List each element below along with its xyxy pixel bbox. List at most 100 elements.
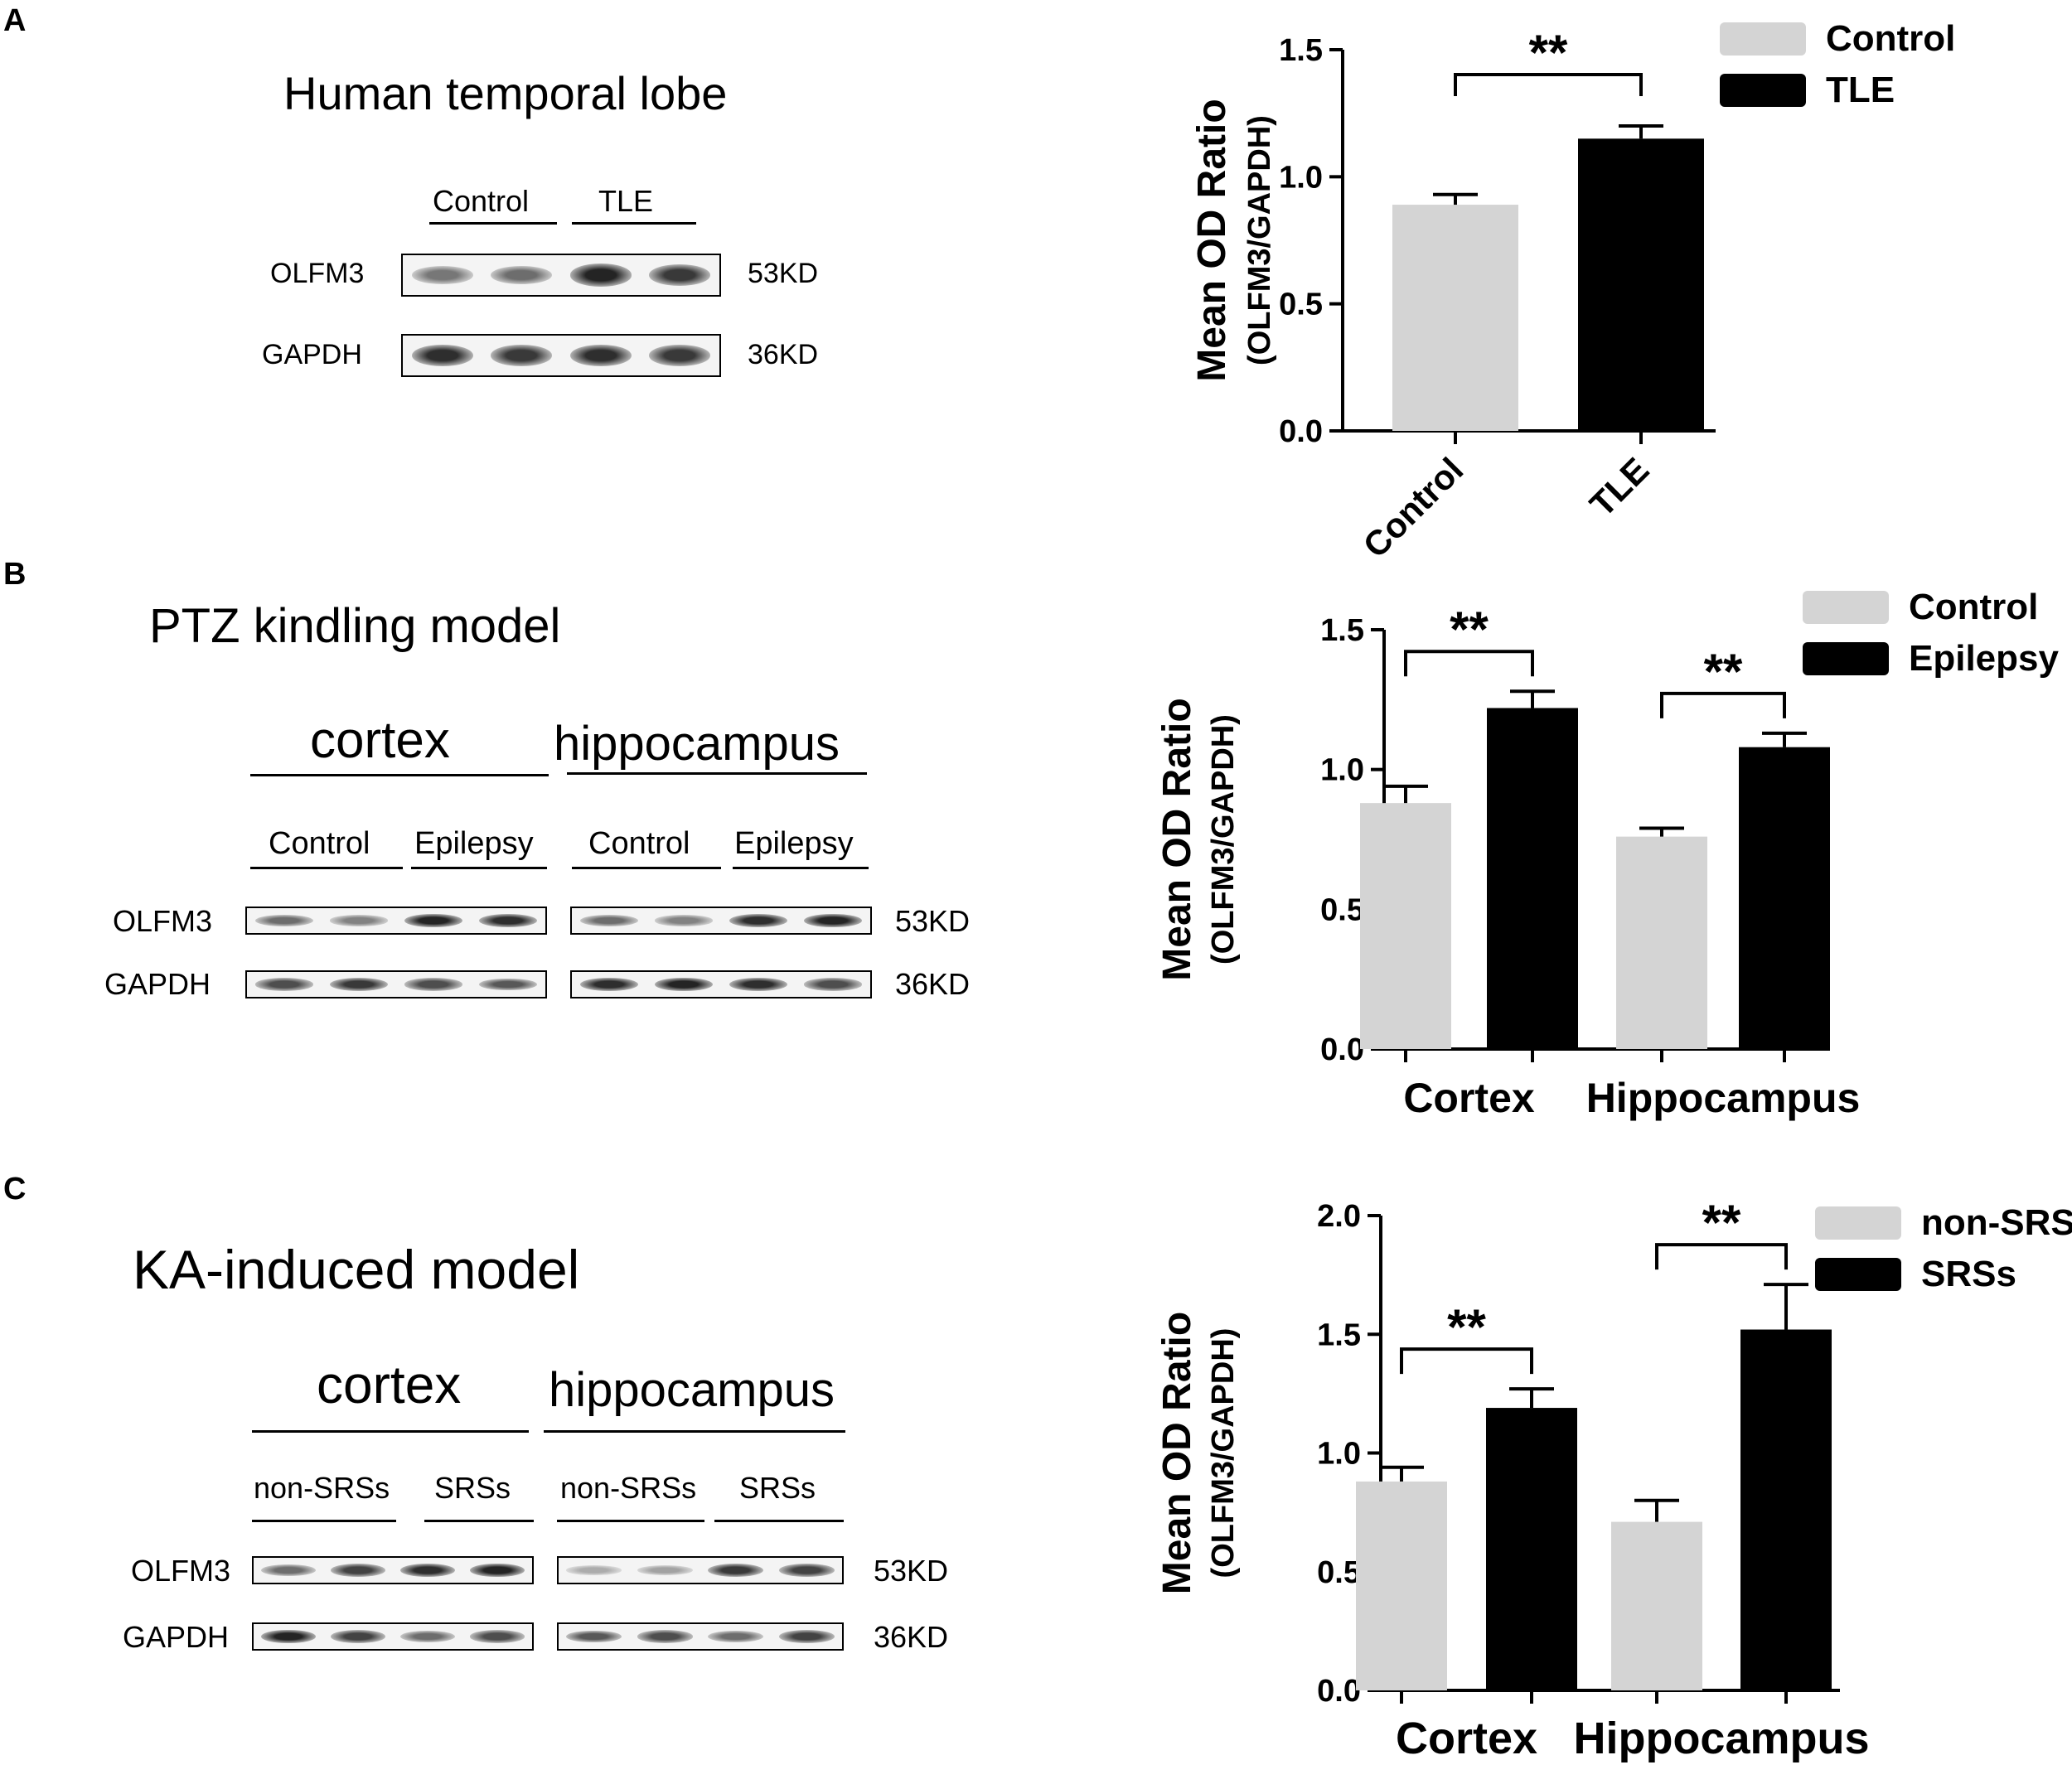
blot-band — [654, 977, 714, 992]
blot-title-b: PTZ kindling model — [149, 599, 561, 653]
blot-c-group-label-0: non-SRSs — [254, 1471, 390, 1505]
blot-band — [329, 977, 389, 992]
blot-c-region-rule-hippocampus — [544, 1430, 845, 1433]
y-tick-label: 1.0 — [1320, 753, 1364, 788]
blot-band — [331, 1630, 385, 1643]
legend-label: SRSs — [1921, 1254, 2016, 1294]
blot-c-region-cortex: cortex — [317, 1355, 462, 1414]
blot-band — [470, 1563, 525, 1578]
bar — [1360, 803, 1451, 1049]
blot-c-strip-olfm3-cortex — [252, 1556, 534, 1584]
blot-band — [470, 1630, 525, 1643]
blot-band — [778, 1630, 835, 1643]
x-tick-label: Cortex — [1403, 1075, 1535, 1121]
blot-band — [491, 345, 553, 366]
blot-b-group-label-1: Epilepsy — [414, 826, 534, 861]
blot-band — [254, 914, 314, 926]
blot-band — [803, 978, 863, 991]
blot-band — [729, 977, 788, 992]
bar — [1356, 1481, 1447, 1690]
blot-a-group-label-control: Control — [433, 184, 530, 218]
legend-swatch — [1815, 1206, 1901, 1240]
blot-b-strip-gapdh-cortex — [245, 970, 547, 998]
legend-swatch — [1720, 22, 1806, 56]
blot-c-weight-gapdh: 36KD — [874, 1620, 949, 1654]
blot-band — [400, 1630, 455, 1642]
blot-band — [404, 978, 463, 991]
blot-band — [331, 1564, 385, 1577]
y-tick-label: 2.0 — [1317, 1199, 1361, 1234]
y-tick-label: 0.0 — [1320, 1032, 1364, 1067]
y-tick-label: 0.5 — [1320, 892, 1364, 927]
y-tick-label: 0.0 — [1317, 1674, 1361, 1709]
y-tick-label: 1.0 — [1279, 160, 1323, 195]
blot-b-region-cortex: cortex — [310, 712, 450, 769]
blot-band — [261, 1564, 316, 1576]
blot-c-row-label-gapdh: GAPDH — [123, 1620, 230, 1654]
x-tick-label: Control — [1356, 450, 1471, 565]
blot-a-row-label-gapdh: GAPDH — [262, 339, 362, 370]
y-tick-label: 1.5 — [1317, 1318, 1361, 1352]
y-tick-label: 1.5 — [1320, 613, 1364, 648]
blot-c-region-hippocampus: hippocampus — [549, 1363, 835, 1417]
legend-label: non-SRSs — [1921, 1202, 2072, 1243]
panel-letter-c: C — [3, 1172, 27, 1206]
blot-band — [729, 913, 788, 928]
legend-label: TLE — [1826, 70, 1895, 110]
significance-bracket — [1454, 73, 1643, 96]
blot-a-strip-olfm3 — [401, 254, 721, 297]
blot-c-row-label-olfm3: OLFM3 — [131, 1554, 231, 1588]
blot-band — [579, 977, 639, 992]
blot-band — [708, 1563, 764, 1578]
blot-b-strip-olfm3-cortex — [245, 907, 547, 935]
bar — [1578, 138, 1704, 432]
blot-band — [649, 345, 711, 366]
blot-b-region-hippocampus: hippocampus — [554, 717, 840, 771]
blot-b-strip-olfm3-hippocampus — [570, 907, 872, 935]
bar — [1739, 747, 1830, 1049]
blot-band — [254, 978, 314, 991]
significance-bracket — [1404, 650, 1534, 677]
blot-band — [566, 1565, 622, 1575]
bar — [1392, 205, 1518, 432]
blot-b-group-label-3: Epilepsy — [734, 826, 854, 861]
blot-c-weight-olfm3: 53KD — [874, 1554, 949, 1588]
blot-b-weight-gapdh: 36KD — [895, 967, 971, 1001]
y-axis-label-secondary: (OLFM3/GAPDH) — [1242, 115, 1277, 365]
blot-band — [637, 1630, 693, 1643]
chart-c: 0.0 0.5 1.0 1.5 2.0 Mean OD Ratio (OLFM3/GAPDH… — [1155, 1195, 2072, 1763]
blot-b-group-rule-0 — [250, 867, 403, 869]
bar — [1486, 1408, 1577, 1690]
blot-c-strip-gapdh-hippocampus — [557, 1622, 844, 1651]
blot-b-group-rule-1 — [411, 867, 547, 869]
significance-bracket — [1660, 691, 1786, 718]
blot-b-row-label-gapdh: GAPDH — [104, 967, 211, 1001]
significance-label: ** — [1704, 644, 1743, 699]
legend-swatch — [1803, 591, 1889, 624]
blot-c-group-label-1: SRSs — [434, 1471, 511, 1505]
blot-b-region-rule-cortex — [250, 774, 549, 776]
chart-a: 0.0 0.5 1.0 1.5 Mean OD Ratio (OLFM3/GAPDH) Co… — [1190, 18, 1955, 565]
chart-b: 0.0 0.5 1.0 1.5 Mean OD Ratio (OLFM3/GAPDH) Co… — [1155, 587, 2059, 1121]
blot-a-weight-gapdh: 36KD — [748, 339, 819, 370]
legend-label: Control — [1826, 18, 1955, 59]
significance-label: ** — [1450, 602, 1489, 657]
blot-c-group-label-3: SRSs — [739, 1471, 816, 1505]
blot-band — [569, 264, 632, 287]
blot-b-group-rule-2 — [572, 867, 721, 869]
blot-band — [649, 264, 711, 286]
blot-c-region-rule-cortex — [252, 1430, 529, 1433]
blot-band — [566, 1630, 622, 1643]
blot-a-weight-olfm3: 53KD — [748, 258, 819, 289]
blot-b-region-rule-hippocampus — [567, 772, 867, 775]
blot-b-group-rule-3 — [733, 867, 869, 869]
blot-band — [708, 1630, 764, 1642]
significance-label: ** — [1447, 1299, 1486, 1355]
significance-bracket — [1400, 1347, 1533, 1375]
blot-band — [579, 914, 639, 926]
blot-c-group-rule-2 — [557, 1520, 704, 1522]
blot-band — [491, 265, 553, 285]
blot-band — [654, 915, 714, 926]
blot-band — [261, 1629, 316, 1644]
blot-band — [411, 344, 473, 367]
